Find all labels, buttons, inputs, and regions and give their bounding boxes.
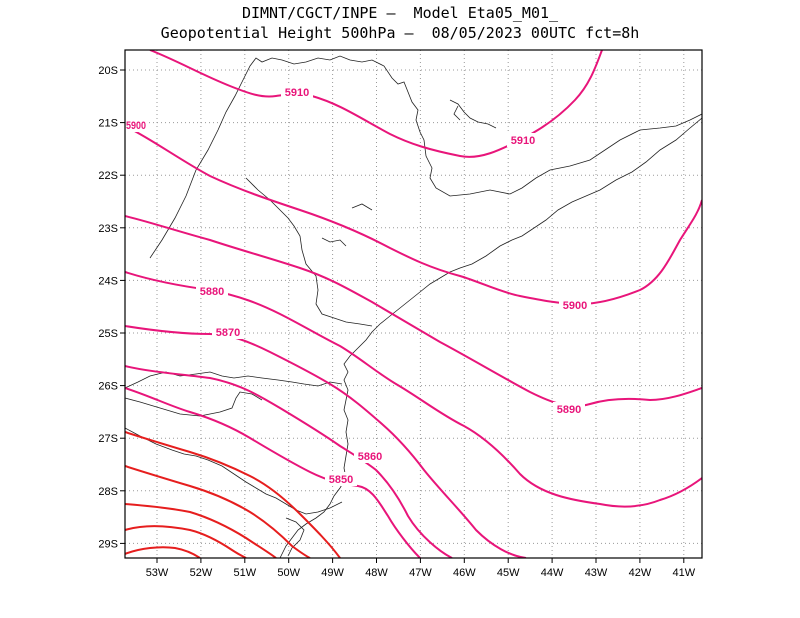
- state-border-sc-rs: [125, 427, 343, 515]
- contour-label: 5880: [200, 286, 224, 298]
- contour-5840: [125, 431, 341, 558]
- contour-5860: [125, 365, 453, 558]
- contour-5830: [125, 465, 311, 558]
- lat-tick-label: 26S: [98, 381, 118, 393]
- contour-5810: [125, 525, 247, 558]
- lat-tick-label: 23S: [98, 223, 118, 235]
- axis-ticks: 53W 52W 51W 50W 49W 48W 47W 46W 45W 44W 43W 42W 41W 2…: [98, 65, 695, 579]
- lon-tick-label: 50W: [277, 567, 300, 579]
- map-frame: [124, 49, 703, 559]
- coastline-borders: [125, 55, 702, 558]
- graticule: [125, 50, 702, 558]
- state-border-west: [149, 55, 702, 259]
- contour-label: 5900: [563, 300, 587, 312]
- lon-tick-label: 43W: [585, 567, 608, 579]
- coastline: [279, 117, 702, 558]
- lat-tick-label: 25S: [98, 328, 118, 340]
- contour-label: 5910: [511, 135, 535, 147]
- lat-tick-label: 24S: [98, 275, 118, 287]
- lon-tick-label: 51W: [233, 567, 256, 579]
- contour-label: 5910: [285, 87, 309, 99]
- lagoa-dos-patos: [285, 517, 305, 557]
- contour-5870: [125, 325, 527, 558]
- contours: [125, 50, 702, 558]
- lat-tick-label: 29S: [98, 538, 118, 550]
- lon-tick-label: 48W: [365, 567, 388, 579]
- state-border-pr-sc: [125, 371, 343, 389]
- lon-tick-label: 52W: [190, 567, 213, 579]
- lat-tick-label: 28S: [98, 486, 118, 498]
- map-title-line2: Geopotential Height 500hPa – 08/05/2023 …: [160, 24, 640, 42]
- lake-small: [321, 203, 373, 247]
- border-inner-west: [125, 391, 263, 417]
- contour-label: 5900: [126, 120, 146, 132]
- contour-label: 5870: [216, 327, 240, 339]
- lon-tick-label: 44W: [541, 567, 564, 579]
- contour-5880: [125, 271, 702, 508]
- contour-5900: [125, 125, 702, 306]
- lat-tick-label: 21S: [98, 118, 118, 130]
- lon-tick-label: 47W: [409, 567, 432, 579]
- contour-5850: [125, 387, 421, 558]
- lat-tick-label: 27S: [98, 433, 118, 445]
- lake-furnas: [449, 99, 497, 129]
- state-border-sp-pr: [245, 177, 373, 327]
- lon-tick-label: 45W: [497, 567, 520, 579]
- contour-label: 5860: [358, 451, 382, 463]
- lon-tick-label: 53W: [146, 567, 169, 579]
- lon-tick-label: 49W: [321, 567, 344, 579]
- contour-label: 5890: [557, 404, 581, 416]
- lat-tick-label: 22S: [98, 170, 118, 182]
- lon-tick-label: 41W: [672, 567, 695, 579]
- contour-label: 5850: [329, 474, 353, 486]
- lon-tick-label: 46W: [453, 567, 476, 579]
- contour-label-group: 5910 5910 5900 5900 5890 5880 5870 5860 …: [125, 85, 591, 486]
- map-title-line1: DIMNT/CGCT/INPE – Model Eta05_M01_: [241, 4, 559, 22]
- contour-5890: [125, 215, 702, 408]
- contour-5910: [311, 50, 603, 158]
- contour-5820: [125, 503, 277, 558]
- lon-tick-label: 42W: [629, 567, 652, 579]
- contour-5800: [125, 546, 201, 558]
- lat-tick-label: 20S: [98, 65, 118, 77]
